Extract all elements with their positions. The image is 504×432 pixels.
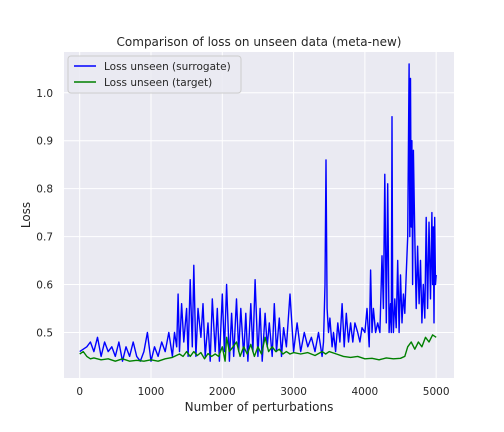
- x-axis-label: Number of perturbations: [185, 400, 334, 414]
- y-tick-label: 0.9: [36, 136, 53, 148]
- series-layer: [79, 63, 437, 362]
- y-axis-label: Loss: [19, 202, 33, 228]
- y-tick-label: 0.8: [36, 184, 53, 196]
- x-tick-label: 5000: [423, 386, 450, 398]
- legend: Loss unseen (surrogate) Loss unseen (tar…: [67, 55, 242, 94]
- legend-box: [67, 55, 242, 94]
- x-tick-label: 1000: [138, 386, 165, 398]
- series-line-target: [79, 334, 437, 362]
- x-tick-label: 3000: [280, 386, 307, 398]
- x-tick-label: 4000: [352, 386, 379, 398]
- legend-label-target: Loss unseen (target): [104, 77, 212, 89]
- y-tick-label: 0.5: [36, 327, 53, 339]
- y-tick-label: 1.0: [36, 88, 53, 100]
- chart-title: Comparison of loss on unseen data (meta-…: [117, 35, 402, 49]
- x-tick-label: 2000: [209, 386, 236, 398]
- x-tick-label: 0: [76, 386, 83, 398]
- y-tick-label: 0.6: [36, 280, 53, 292]
- x-axis-ticks: 0 1000 2000 3000 4000 5000: [76, 386, 449, 398]
- y-axis-ticks: 0.5 0.6 0.7 0.8 0.9 1.0: [36, 88, 53, 340]
- y-tick-label: 0.7: [36, 232, 53, 244]
- grid-lines: [64, 52, 454, 378]
- series-line-surrogate: [79, 63, 437, 362]
- legend-label-surrogate: Loss unseen (surrogate): [104, 61, 231, 73]
